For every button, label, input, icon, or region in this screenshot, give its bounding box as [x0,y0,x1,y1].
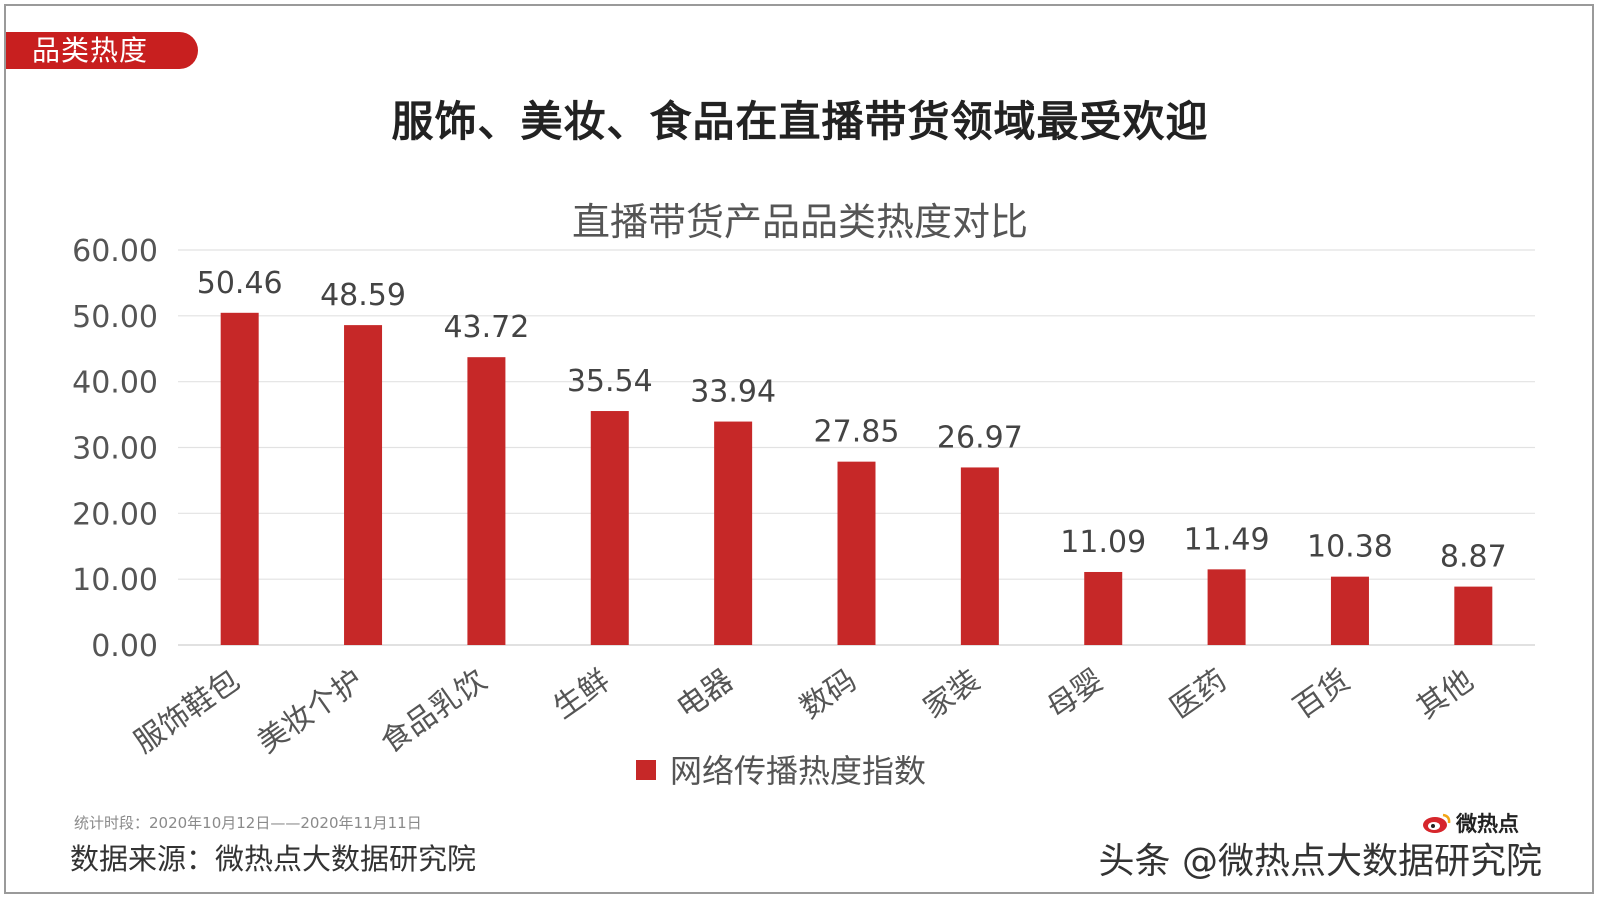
bar [220,312,259,645]
category-label: 母婴 [1041,663,1110,726]
value-label: 48.59 [320,278,406,313]
value-label: 33.94 [690,375,776,410]
bar-chart: 直播带货产品品类热度对比 0.00 10.00 20.00 30.00 40.00 50.… [72,200,1535,790]
legend-swatch [636,760,656,780]
bar [714,421,753,645]
y-tick-label: 40.00 [72,366,158,401]
category-label: 服饰鞋包 [128,663,246,760]
category-label: 生鲜 [547,663,616,726]
value-label: 35.54 [567,364,653,399]
category-label: 家装 [917,663,986,726]
category-label: 数码 [794,663,863,726]
value-label: 11.09 [1060,525,1146,560]
category-label: 医药 [1164,663,1233,726]
category-label: 其他 [1411,663,1480,726]
bar [1084,571,1123,645]
category-label: 百货 [1287,663,1356,726]
value-label: 10.38 [1307,530,1393,565]
y-tick-label: 20.00 [72,497,158,532]
bars [220,312,1493,645]
y-tick-label: 10.00 [72,563,158,598]
value-label: 8.87 [1440,540,1507,575]
slide-frame [4,4,1594,894]
weibo-logo-icon [1423,813,1451,833]
bar [590,411,629,645]
bar [344,325,383,645]
y-tick-label: 60.00 [72,234,158,269]
value-labels: 50.46 48.59 43.72 35.54 33.94 27.85 26.97 11.09… [197,266,1507,575]
value-label: 26.97 [937,420,1023,455]
bar [1207,569,1246,645]
watermark-brand: 微热点 [1456,812,1519,836]
legend: 网络传播热度指数 [636,752,926,790]
bar [1454,586,1493,645]
category-labels: 服饰鞋包 美妆个护 食品乳饮 生鲜 电器 数码 家装 母婴 医药 百货 其他 [128,663,1480,760]
bar [960,467,999,645]
bar [837,461,876,645]
page-title: 服饰、美妆、食品在直播带货领域最受欢迎 [391,97,1209,146]
value-label: 27.85 [814,415,900,450]
section-tag: 品类热度 [6,32,198,69]
y-tick-label: 30.00 [72,432,158,467]
bar [467,357,506,645]
category-label: 美妆个护 [251,663,369,760]
value-label: 11.49 [1184,522,1270,557]
category-label: 电器 [671,663,740,726]
y-tick-label: 0.00 [91,629,158,664]
y-axis-ticks: 0.00 10.00 20.00 30.00 40.00 50.00 60.00 [72,234,158,664]
legend-label: 网络传播热度指数 [670,752,926,790]
stat-period: 统计时段：2020年10月12日——2020年11月11日 [74,814,422,832]
value-label: 50.46 [197,266,283,301]
bar [1330,576,1369,645]
watermark: 头条 @微热点大数据研究院 [1098,841,1542,882]
data-source: 数据来源：微热点大数据研究院 [70,842,477,876]
y-tick-label: 50.00 [72,300,158,335]
category-label: 食品乳饮 [375,663,493,760]
chart-title: 直播带货产品品类热度对比 [572,200,1028,244]
value-label: 43.72 [443,310,529,345]
